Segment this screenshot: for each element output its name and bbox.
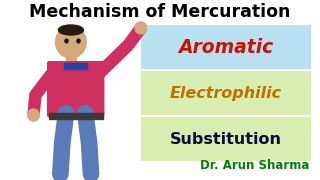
Bar bbox=[141, 25, 311, 69]
Text: Substitution: Substitution bbox=[170, 132, 282, 147]
Bar bbox=[49, 113, 102, 119]
Bar bbox=[66, 55, 76, 65]
Circle shape bbox=[56, 26, 86, 58]
Text: Electrophilic: Electrophilic bbox=[170, 86, 282, 100]
Text: Mechanism of Mercuration: Mechanism of Mercuration bbox=[29, 3, 291, 21]
Bar bbox=[141, 71, 311, 115]
Bar bbox=[64, 63, 87, 69]
Circle shape bbox=[135, 22, 147, 34]
Circle shape bbox=[28, 109, 39, 121]
Text: Dr. Arun Sharma: Dr. Arun Sharma bbox=[200, 159, 309, 172]
FancyBboxPatch shape bbox=[47, 61, 104, 117]
Ellipse shape bbox=[59, 25, 83, 35]
Text: Aromatic: Aromatic bbox=[179, 37, 274, 57]
Bar bbox=[141, 117, 311, 161]
